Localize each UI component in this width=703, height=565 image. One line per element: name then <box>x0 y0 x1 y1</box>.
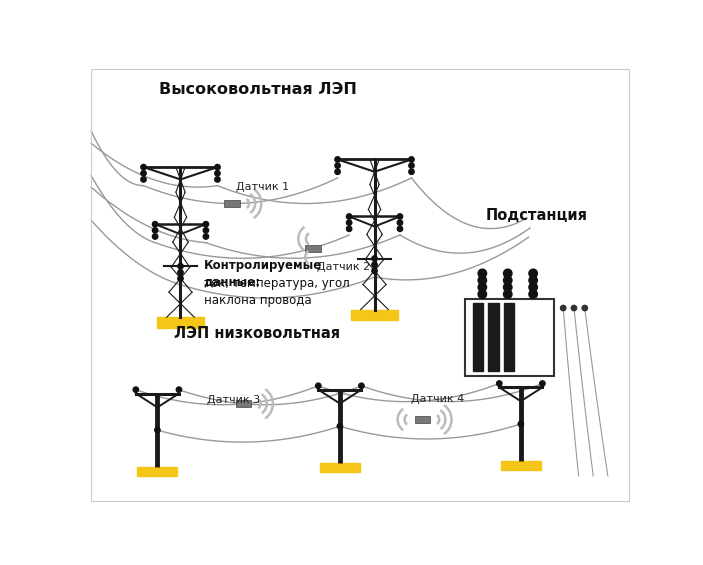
Circle shape <box>478 283 486 292</box>
Circle shape <box>529 276 537 285</box>
Circle shape <box>372 256 378 261</box>
Circle shape <box>518 421 524 427</box>
Bar <box>415 416 430 423</box>
Circle shape <box>372 262 378 267</box>
Bar <box>489 303 498 371</box>
Circle shape <box>397 226 403 232</box>
Circle shape <box>178 270 183 275</box>
Circle shape <box>503 269 512 277</box>
Circle shape <box>133 387 138 392</box>
Text: ЛЭП низковольтная: ЛЭП низковольтная <box>174 326 340 341</box>
Bar <box>352 310 398 320</box>
Bar <box>137 467 177 476</box>
Text: Датчик 3: Датчик 3 <box>207 395 260 405</box>
Circle shape <box>572 305 576 311</box>
Text: ток, температура, угол
наклона провода: ток, температура, угол наклона провода <box>204 277 349 307</box>
Circle shape <box>141 171 146 176</box>
Circle shape <box>153 234 157 239</box>
Bar <box>465 299 554 376</box>
Circle shape <box>359 383 364 389</box>
Circle shape <box>178 276 183 281</box>
Bar <box>157 318 204 328</box>
Bar <box>473 303 483 371</box>
Bar <box>236 401 252 407</box>
Circle shape <box>141 177 146 182</box>
Circle shape <box>337 424 342 429</box>
Circle shape <box>335 157 340 162</box>
Circle shape <box>409 169 414 175</box>
Circle shape <box>478 269 486 277</box>
Circle shape <box>529 283 537 292</box>
Text: Датчик 1: Датчик 1 <box>236 182 289 192</box>
Circle shape <box>347 226 352 232</box>
Circle shape <box>335 163 340 168</box>
Circle shape <box>397 214 403 219</box>
Circle shape <box>214 164 220 170</box>
Bar <box>504 303 514 371</box>
Circle shape <box>478 290 486 298</box>
Circle shape <box>203 228 209 233</box>
Text: Датчик 2: Датчик 2 <box>317 262 370 272</box>
Circle shape <box>372 268 378 273</box>
Circle shape <box>347 214 352 219</box>
Text: Высоковольтная ЛЭП: Высоковольтная ЛЭП <box>159 82 356 97</box>
Circle shape <box>176 387 181 392</box>
Circle shape <box>203 234 209 239</box>
Circle shape <box>529 269 537 277</box>
Bar <box>501 460 541 470</box>
Circle shape <box>560 305 566 311</box>
Circle shape <box>155 427 160 433</box>
Circle shape <box>409 163 414 168</box>
Circle shape <box>203 221 209 227</box>
Circle shape <box>409 157 414 162</box>
Circle shape <box>582 305 588 311</box>
Circle shape <box>496 381 502 386</box>
Circle shape <box>347 220 352 225</box>
Circle shape <box>214 177 220 182</box>
Circle shape <box>503 283 512 292</box>
Bar <box>224 200 240 207</box>
Circle shape <box>335 169 340 175</box>
Circle shape <box>178 263 183 269</box>
Circle shape <box>316 383 321 389</box>
Circle shape <box>478 276 486 285</box>
Circle shape <box>503 276 512 285</box>
Circle shape <box>540 381 545 386</box>
Circle shape <box>153 221 157 227</box>
Circle shape <box>503 290 512 298</box>
Text: Датчик 4: Датчик 4 <box>411 394 464 404</box>
Circle shape <box>214 171 220 176</box>
Circle shape <box>529 290 537 298</box>
Bar <box>305 245 321 251</box>
Circle shape <box>153 228 157 233</box>
Text: Подстанция: Подстанция <box>485 208 587 223</box>
Circle shape <box>141 164 146 170</box>
Text: Контролируемые
данные:: Контролируемые данные: <box>204 259 322 289</box>
Bar <box>320 463 360 472</box>
Circle shape <box>397 220 403 225</box>
